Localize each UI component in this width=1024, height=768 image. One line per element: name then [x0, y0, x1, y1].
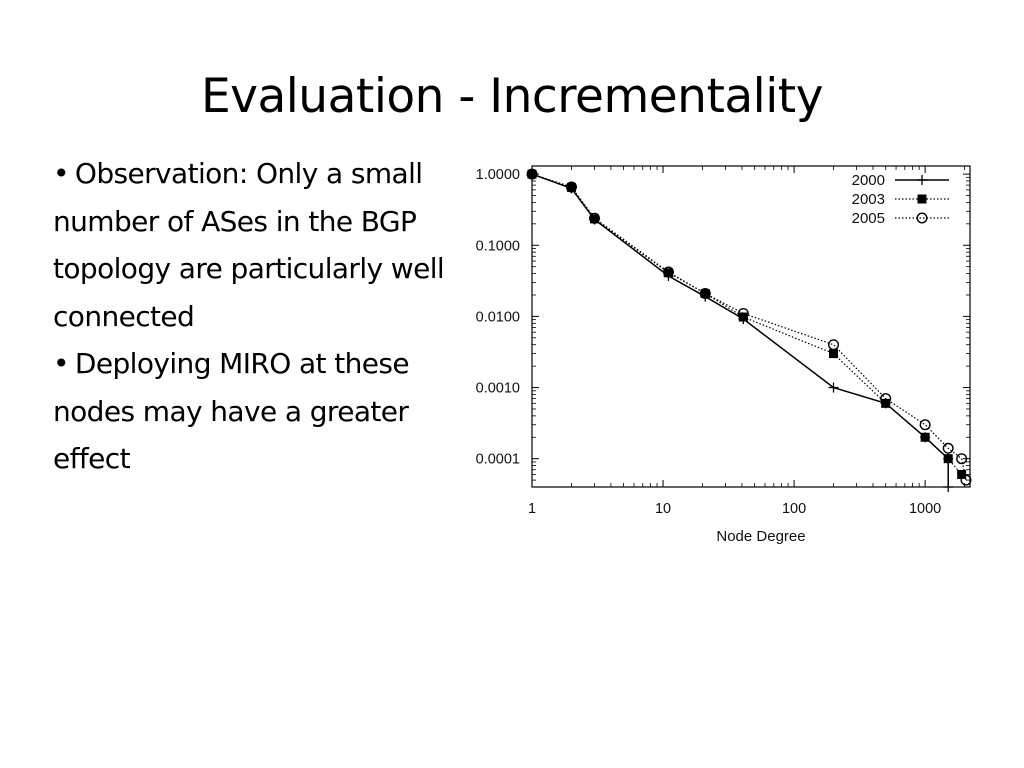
bullet-text: Observation: Only a small number of ASes…	[53, 157, 445, 333]
x-tick-label: 1000	[909, 501, 941, 517]
marker-circle	[589, 212, 601, 224]
legend-label: 2003	[852, 191, 885, 208]
y-tick-label: 0.0100	[476, 309, 520, 325]
y-tick-label: 0.1000	[476, 238, 520, 254]
marker-circle	[828, 339, 840, 351]
marker-circle	[942, 442, 954, 454]
bullet-text: Deploying MIRO at these nodes may have a…	[53, 347, 410, 475]
y-tick-label: 1.0000	[476, 167, 520, 183]
y-tick-label: 0.0001	[476, 452, 520, 468]
marker-square	[829, 349, 839, 359]
marker-circle	[880, 393, 892, 405]
legend-marker	[916, 212, 928, 224]
marker-circle	[956, 453, 968, 465]
slide-title: Evaluation - Incrementality	[200, 69, 824, 124]
marker-circle	[699, 287, 711, 299]
marker-square	[920, 432, 930, 442]
x-tick-label: 1	[528, 501, 536, 517]
x-tick-label: 10	[655, 501, 671, 517]
marker-square	[917, 194, 927, 204]
marker-circle	[737, 307, 749, 319]
x-tick-label: 100	[782, 501, 806, 517]
y-tick-label: 0.0010	[476, 381, 520, 397]
legend-marker	[917, 194, 927, 204]
x-axis-label: Node Degree	[716, 528, 805, 545]
marker-square	[738, 312, 748, 322]
marker-circle	[662, 266, 674, 278]
marker-circle	[526, 168, 538, 180]
marker-circle	[919, 419, 931, 431]
marker-square	[566, 182, 576, 192]
bullet-dot-icon: •	[53, 157, 70, 190]
marker-circle	[916, 212, 928, 224]
marker-square	[957, 469, 967, 479]
series-2005	[526, 168, 972, 486]
marker-square	[943, 454, 953, 464]
bullet-item: • Deploying MIRO at these nodes may have …	[53, 340, 453, 483]
chart-svg: 1 10 100 1000 1.0000 0.1000 0.0100 0.0010 0.0001…	[476, 165, 972, 545]
marker-circle	[960, 474, 972, 486]
legend-label: 2005	[852, 210, 885, 227]
plot-frame	[531, 165, 971, 488]
legend-label: 2000	[852, 172, 885, 189]
bullet-item: • Observation: Only a small number of ASe…	[53, 150, 453, 340]
legend-marker	[917, 175, 927, 185]
bullet-dot-icon: •	[53, 347, 70, 380]
degree-distribution-chart: 1 10 100 1000 1.0000 0.1000 0.0100 0.0010 0.0001…	[455, 150, 985, 560]
marker-circle	[565, 181, 577, 193]
marker-square	[663, 268, 673, 278]
series-line	[531, 173, 967, 481]
bullet-list: • Observation: Only a small number of ASe…	[53, 150, 453, 483]
